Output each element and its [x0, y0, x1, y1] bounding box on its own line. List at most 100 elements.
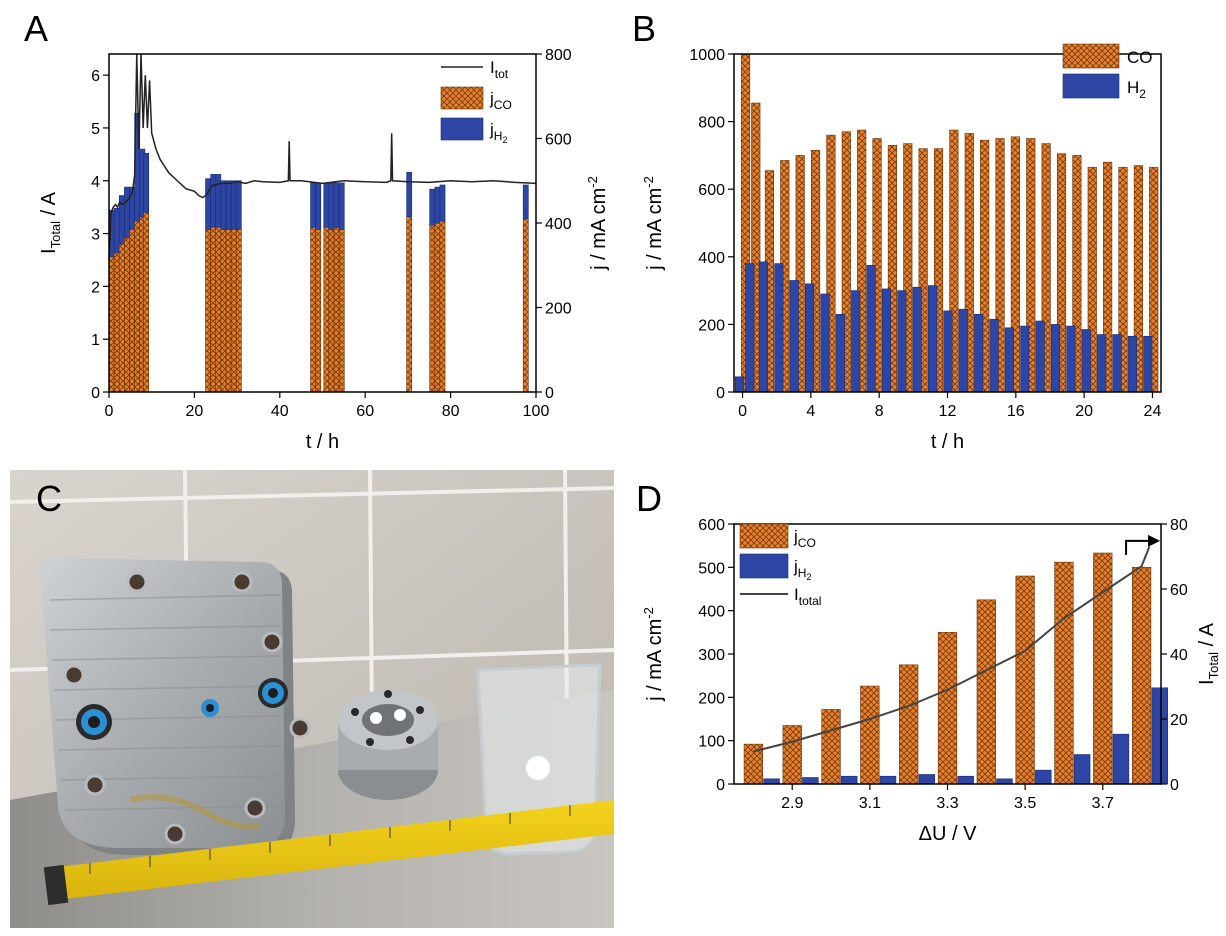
bar-j-co — [406, 216, 413, 393]
bar-h2 — [912, 286, 922, 393]
bar-h2 — [805, 283, 815, 393]
y-tick-label-left: 100 — [698, 734, 725, 751]
y-axis-label-left: j / mA cm-2 — [641, 607, 666, 702]
x-tick-label: 0 — [105, 403, 114, 420]
y-tick-label-left: 4 — [91, 174, 100, 191]
bar-j-co — [937, 632, 958, 785]
bar-j-h2 — [328, 182, 335, 230]
bar-h2 — [958, 308, 968, 393]
x-tick-label: 2.9 — [781, 795, 803, 812]
bar-h2 — [927, 285, 938, 393]
x-tick-label: 3.5 — [1014, 795, 1036, 812]
legend-swatch-j-co — [440, 86, 484, 110]
bar-j-h2 — [143, 152, 150, 213]
y-tick-label-right: 600 — [545, 132, 572, 149]
bar-j-co — [310, 226, 316, 393]
photo-electrolyzer-cells — [10, 470, 614, 928]
y-tick-label-left: 0 — [716, 385, 725, 402]
bar-h2 — [989, 319, 999, 393]
fitting-icon — [76, 678, 288, 740]
y-tick-label-right: 200 — [545, 301, 572, 318]
bar-j-h2 — [338, 182, 345, 230]
panel-label-c: C — [36, 478, 62, 519]
y-axis-label-left: ITotal / A — [38, 191, 63, 254]
bar-j-co — [124, 237, 130, 393]
x-tick-label: 16 — [1007, 403, 1025, 420]
bar-j-h2 — [323, 182, 330, 228]
x-axis-label: ΔU / V — [919, 823, 977, 845]
bar-h2 — [1097, 334, 1107, 393]
bar-h2 — [1112, 334, 1122, 393]
panel-label-b: B — [632, 8, 657, 49]
bar-h2 — [881, 288, 892, 393]
bar-j-co — [235, 229, 242, 393]
bar-j-co — [434, 222, 441, 393]
bar-j-co — [1131, 567, 1152, 785]
x-tick-label: 3.1 — [859, 795, 881, 812]
bar-h2 — [1143, 335, 1153, 393]
bar-j-h2 — [802, 777, 819, 785]
bar-j-co — [205, 229, 211, 393]
y-axis-label-right: ITotal / A — [1196, 622, 1221, 685]
y-tick-label-left: 600 — [698, 182, 725, 199]
panel-label-d: D — [636, 478, 662, 519]
y-tick-label-left: 3 — [91, 227, 100, 244]
y-tick-label-left: 500 — [698, 560, 725, 577]
bar-j-h2 — [215, 174, 222, 228]
x-tick-label: 100 — [523, 403, 550, 420]
y-tick-label-left: 1 — [91, 332, 100, 349]
y-tick-label-right: 400 — [545, 216, 572, 233]
y-tick-label-right: 800 — [545, 47, 572, 64]
bar-j-h2 — [429, 188, 436, 226]
legend-label: jH2 — [489, 120, 507, 145]
bar-h2 — [745, 263, 755, 393]
bar-h2 — [1020, 325, 1030, 393]
bar-j-h2 — [840, 775, 858, 785]
right-arrow-icon — [1148, 534, 1161, 547]
bar-h2 — [774, 263, 784, 393]
y-tick-label-right: 0 — [545, 385, 554, 402]
legend-label: jH2 — [793, 557, 811, 582]
chart-b-current-density-vs-time: 0 4 8 12 16 20 24 0 200 400 600 800 1000 t / h j / mA … — [641, 43, 1162, 453]
bar-h2 — [943, 310, 953, 393]
bar-j-h2 — [124, 186, 130, 239]
large-electrolyzer-cell — [40, 558, 311, 855]
bar-j-h2 — [310, 182, 316, 228]
x-tick-label: 20 — [186, 403, 204, 420]
bar-j-co — [439, 220, 446, 393]
bar-j-h2 — [1035, 769, 1052, 785]
x-tick-label: 12 — [939, 403, 957, 420]
bar-h2 — [866, 264, 876, 393]
x-tick-label: 3.7 — [1092, 795, 1114, 812]
legend-label: jCO — [793, 527, 816, 550]
bar-h2 — [1081, 329, 1091, 393]
y-tick-label-left: 0 — [91, 385, 100, 402]
bar-j-co — [328, 229, 335, 393]
bar-j-co — [821, 709, 841, 785]
bar-j-co — [522, 218, 529, 393]
y-tick-label-left: 6 — [91, 68, 100, 85]
bar-h2 — [1035, 320, 1045, 393]
line-i-tot — [108, 53, 537, 261]
bar-j-co — [315, 229, 322, 393]
bar-h2 — [1127, 335, 1137, 393]
bar-j-co — [210, 226, 217, 393]
y-tick-label-left: 600 — [698, 517, 725, 534]
bar-j-h2 — [1151, 687, 1168, 785]
y-tick-label-left: 400 — [698, 604, 725, 621]
bar-j-h2 — [315, 182, 322, 230]
y-tick-label-right: 20 — [1170, 712, 1188, 729]
bar-h2 — [734, 376, 745, 393]
bar-j-h2 — [406, 172, 413, 217]
measuring-tape — [43, 800, 614, 906]
y-tick-label-right: 80 — [1170, 517, 1188, 534]
bar-j-co — [230, 229, 237, 393]
bar-h2 — [820, 293, 830, 393]
y-tick-label-left: 5 — [91, 121, 100, 138]
x-tick-label: 8 — [875, 403, 884, 420]
x-axis-label: t / h — [931, 431, 964, 453]
bar-j-h2 — [205, 178, 211, 230]
legend-swatch-h2 — [1062, 73, 1120, 99]
